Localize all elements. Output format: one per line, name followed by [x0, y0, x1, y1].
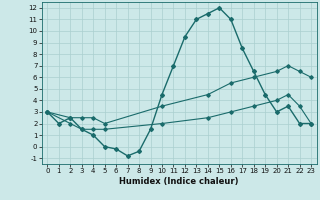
- X-axis label: Humidex (Indice chaleur): Humidex (Indice chaleur): [119, 177, 239, 186]
